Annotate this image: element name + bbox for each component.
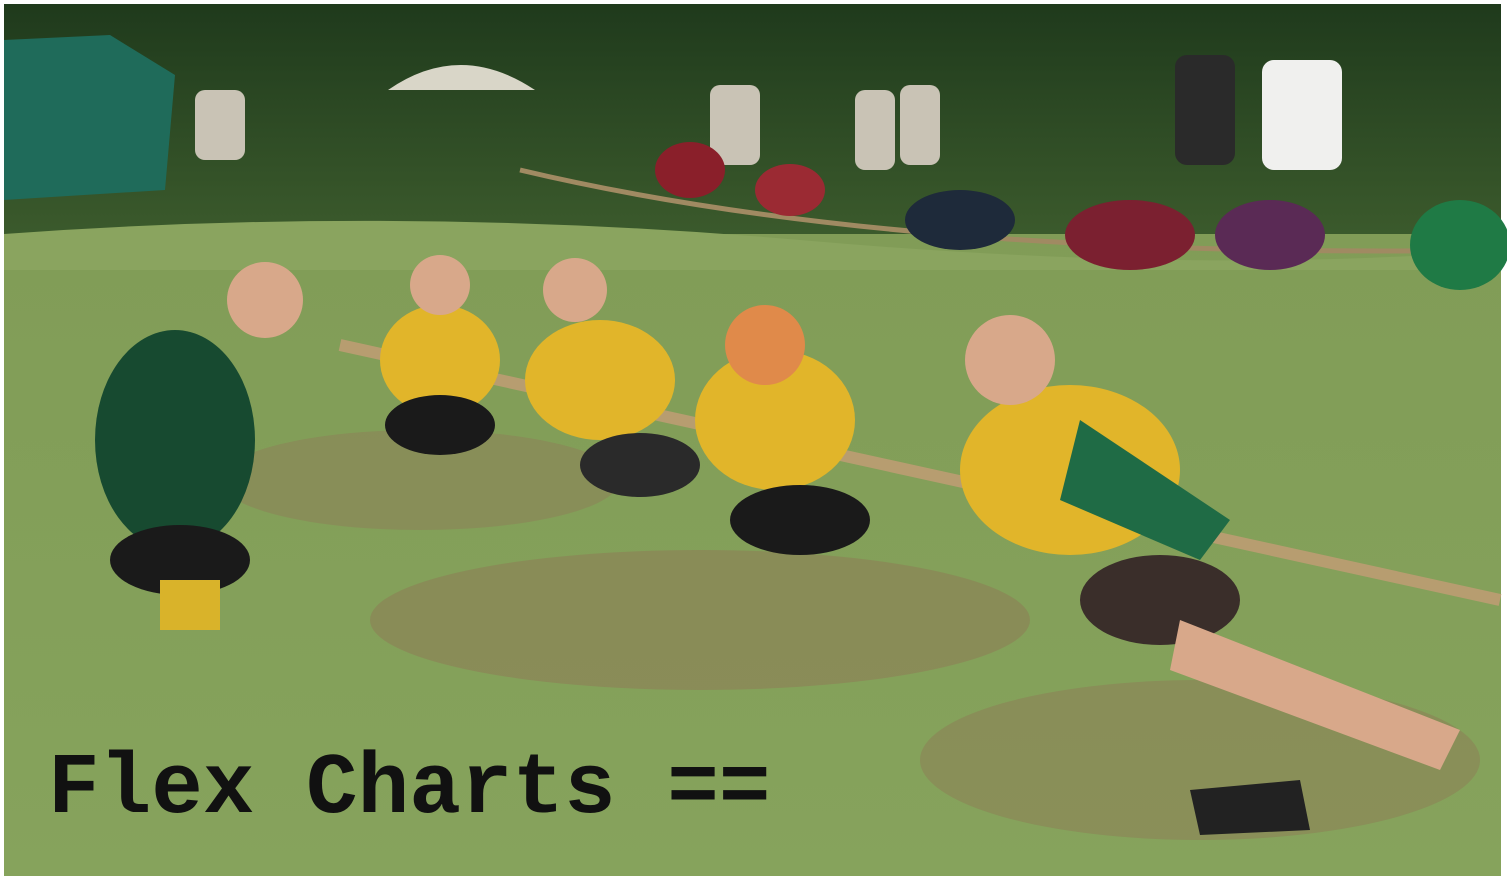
photo: Flex Charts == xyxy=(0,0,1507,880)
tent xyxy=(4,35,175,200)
page: {"caption": "Flex Charts =="} xyxy=(0,0,1507,880)
dirt xyxy=(370,550,1030,690)
caption: Flex Charts == xyxy=(48,740,771,838)
